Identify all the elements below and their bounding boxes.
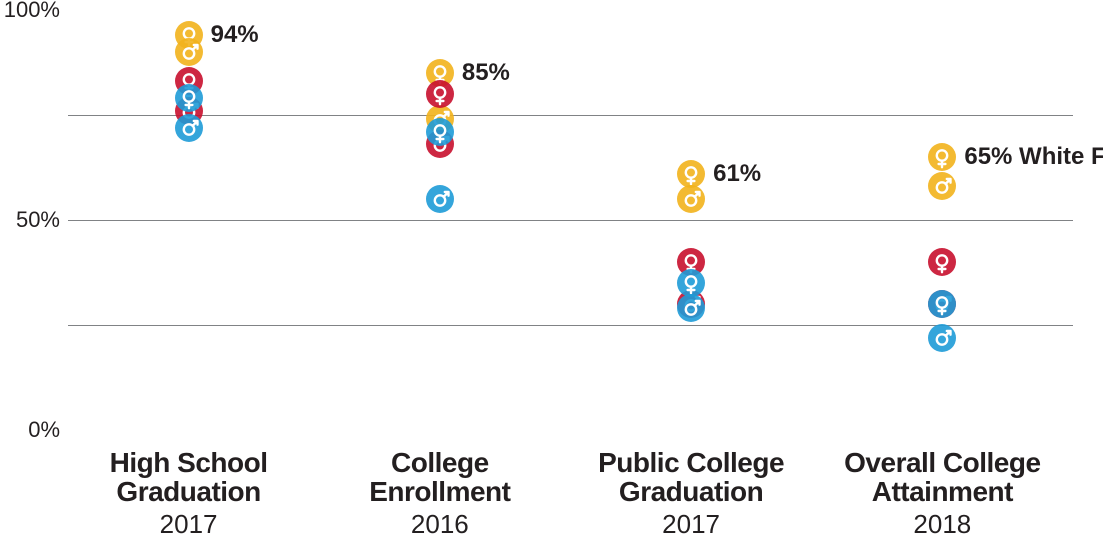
data-point-hispanic_female xyxy=(927,247,957,277)
data-point-white_male xyxy=(425,104,455,134)
female-icon xyxy=(927,247,957,277)
female-icon xyxy=(927,289,957,319)
category-year: 2017 xyxy=(110,509,268,540)
category-label: High SchoolGraduation2017 xyxy=(110,448,268,540)
data-point-white_female xyxy=(174,20,204,50)
female-icon xyxy=(425,79,455,109)
callout-label: 61% xyxy=(713,160,761,188)
male-icon xyxy=(676,289,706,319)
data-point-white_female xyxy=(927,142,957,172)
data-point-hispanic_female xyxy=(676,247,706,277)
female-icon xyxy=(174,66,204,96)
category-label: Overall CollegeAttainment2018 xyxy=(844,448,1040,540)
data-point-black_female xyxy=(927,289,957,319)
data-point-hispanic_male xyxy=(927,289,957,319)
chart: 0% 50% 100% 94% 85% 61% 65% White Female High … xyxy=(0,0,1103,559)
male-icon xyxy=(676,184,706,214)
category-title-line: Enrollment xyxy=(369,477,510,506)
male-icon xyxy=(927,289,957,319)
category-label: Public CollegeGraduation2017 xyxy=(598,448,784,540)
category-title-line: High School xyxy=(110,448,268,477)
category-title: High SchoolGraduation xyxy=(110,448,268,507)
plot-area: 0%50%100%94%85%61%65% White Female xyxy=(68,10,1073,430)
y-axis-tick-label: 100% xyxy=(4,0,60,23)
category-year: 2017 xyxy=(598,509,784,540)
y-axis-tick-label: 0% xyxy=(28,417,60,443)
gridline xyxy=(68,115,1073,116)
data-point-black_female xyxy=(174,83,204,113)
male-icon xyxy=(927,171,957,201)
male-icon xyxy=(174,113,204,143)
female-icon xyxy=(174,20,204,50)
callout-label: 85% xyxy=(462,59,510,87)
category-title-line: Public College xyxy=(598,448,784,477)
data-point-white_female xyxy=(425,58,455,88)
data-point-black_male xyxy=(425,184,455,214)
male-icon xyxy=(425,104,455,134)
data-point-hispanic_male xyxy=(676,289,706,319)
category-year: 2018 xyxy=(844,509,1040,540)
category-year: 2016 xyxy=(369,509,510,540)
male-icon xyxy=(174,96,204,126)
data-point-hispanic_male xyxy=(174,96,204,126)
female-icon xyxy=(927,142,957,172)
gridline xyxy=(68,325,1073,326)
data-point-hispanic_female xyxy=(425,79,455,109)
category-title-line: Attainment xyxy=(844,477,1040,506)
female-icon xyxy=(174,83,204,113)
data-point-hispanic_female xyxy=(174,66,204,96)
data-point-hispanic_male xyxy=(425,129,455,159)
data-point-black_male xyxy=(174,113,204,143)
category-title: Public CollegeGraduation xyxy=(598,448,784,507)
category-label: CollegeEnrollment2016 xyxy=(369,448,510,540)
callout-label: 65% White Female xyxy=(964,143,1103,171)
data-point-white_male xyxy=(676,184,706,214)
female-icon xyxy=(425,117,455,147)
male-icon xyxy=(174,37,204,67)
category-title-line: Graduation xyxy=(110,477,268,506)
female-icon xyxy=(676,159,706,189)
male-icon xyxy=(425,129,455,159)
female-icon xyxy=(425,58,455,88)
category-title: CollegeEnrollment xyxy=(369,448,510,507)
male-icon xyxy=(927,323,957,353)
gridline xyxy=(68,220,1073,221)
male-icon xyxy=(425,184,455,214)
category-title-line: Graduation xyxy=(598,477,784,506)
callout-label: 94% xyxy=(211,21,259,49)
category-title-line: College xyxy=(369,448,510,477)
male-icon xyxy=(676,293,706,323)
category-title: Overall CollegeAttainment xyxy=(844,448,1040,507)
data-point-black_female xyxy=(676,268,706,298)
category-title-line: Overall College xyxy=(844,448,1040,477)
data-point-white_male xyxy=(927,171,957,201)
data-point-black_male xyxy=(927,323,957,353)
data-point-white_male xyxy=(174,37,204,67)
data-point-black_female xyxy=(425,117,455,147)
data-point-white_female xyxy=(676,159,706,189)
female-icon xyxy=(676,268,706,298)
data-point-black_male xyxy=(676,293,706,323)
y-axis-tick-label: 50% xyxy=(16,207,60,233)
female-icon xyxy=(676,247,706,277)
